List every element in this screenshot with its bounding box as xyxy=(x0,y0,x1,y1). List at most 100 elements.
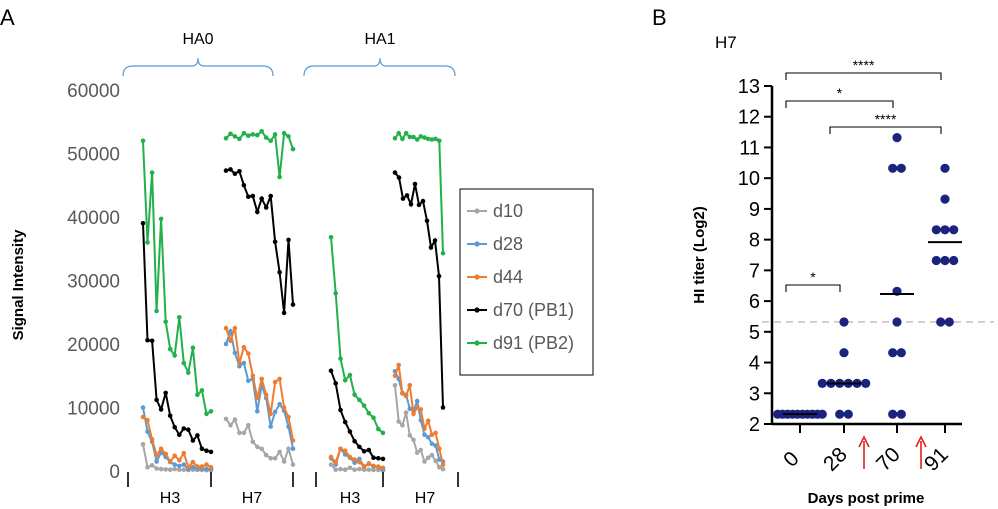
data-point-d70 xyxy=(420,198,426,204)
data-point-d70 xyxy=(186,427,191,433)
bracket-ha0 xyxy=(122,57,274,77)
y-axis-label-b: HI titer (Log2) xyxy=(691,206,708,304)
scatter-point-day-91 xyxy=(931,225,941,235)
data-point-d91 xyxy=(181,360,187,366)
data-point-d44 xyxy=(237,360,242,366)
data-point-d91 xyxy=(241,130,247,136)
bracket-ha1 xyxy=(303,57,456,77)
data-point-d91 xyxy=(268,138,274,144)
data-point-d44 xyxy=(277,376,282,382)
legend-label-d91: d91 (PB2) xyxy=(493,333,574,353)
data-point-d70 xyxy=(366,447,372,453)
data-point-d10 xyxy=(333,467,339,473)
data-point-d10 xyxy=(366,467,372,473)
data-point-d44 xyxy=(333,459,339,465)
data-point-d70 xyxy=(140,221,146,226)
data-point-d91 xyxy=(418,134,424,139)
data-point-d70 xyxy=(290,302,296,307)
legend-marker-d44 xyxy=(474,274,480,280)
data-point-d10 xyxy=(158,466,164,472)
y-tick-label-b: 13 xyxy=(738,76,760,98)
data-point-d10 xyxy=(422,459,427,464)
data-point-d91 xyxy=(195,392,200,398)
data-point-d44 xyxy=(190,459,196,465)
significance-bracket xyxy=(785,284,841,292)
data-point-d70 xyxy=(338,407,343,413)
scatter-points xyxy=(773,133,962,419)
data-point-d10 xyxy=(228,423,233,428)
data-point-d10 xyxy=(342,467,348,473)
scatter-point-day-28 xyxy=(839,317,849,327)
data-point-d44 xyxy=(186,464,191,470)
data-point-d10 xyxy=(232,417,238,422)
data-point-d10 xyxy=(403,410,409,415)
data-point-d44 xyxy=(380,465,386,471)
data-point-d91 xyxy=(154,308,159,314)
data-point-d44 xyxy=(407,383,413,388)
data-point-d70 xyxy=(268,193,274,199)
scatter-point-day-91 xyxy=(949,255,959,266)
series-line-d70 xyxy=(225,168,294,314)
y-tick-label-b: 4 xyxy=(749,353,760,375)
data-point-d91 xyxy=(272,132,278,137)
data-point-d44 xyxy=(181,450,187,456)
significance-label: * xyxy=(810,269,816,285)
data-point-d28 xyxy=(223,341,229,347)
data-point-d28 xyxy=(429,441,435,447)
data-point-d70 xyxy=(333,381,339,386)
significance-label: **** xyxy=(853,57,875,73)
x-tick-label-day-70: 70 xyxy=(872,443,905,476)
data-point-d28 xyxy=(268,424,274,429)
legend: d10 d28 d44 d70 (PB1) d91 (PB2) xyxy=(459,188,594,376)
data-point-d44 xyxy=(366,461,372,466)
data-point-d44 xyxy=(158,446,164,452)
data-point-d91 xyxy=(328,235,334,240)
data-point-d10 xyxy=(172,466,177,472)
data-point-d44 xyxy=(371,463,376,469)
data-point-d70 xyxy=(352,438,357,444)
data-point-d44 xyxy=(145,417,150,423)
scatter-point-day-28 xyxy=(817,378,827,388)
data-point-d91 xyxy=(281,130,287,136)
scatter-point-day-91 xyxy=(949,225,959,235)
scatter-point-day-70 xyxy=(896,409,906,419)
data-point-d44 xyxy=(163,451,168,457)
data-point-d28 xyxy=(204,466,209,472)
data-point-d10 xyxy=(290,462,296,467)
data-point-d70 xyxy=(272,239,278,245)
data-point-d44 xyxy=(272,379,278,385)
data-point-d10 xyxy=(328,462,334,467)
data-point-d91 xyxy=(204,411,209,417)
data-point-d28 xyxy=(246,378,251,384)
data-point-d28 xyxy=(177,463,182,469)
data-point-d91 xyxy=(380,430,386,436)
series-line-d10 xyxy=(225,417,294,465)
data-point-d91 xyxy=(277,174,282,180)
legend-label-d28: d28 xyxy=(493,234,523,254)
data-point-d10 xyxy=(259,446,265,452)
data-point-d70 xyxy=(199,446,205,452)
group-label-h7: H7 xyxy=(415,490,436,507)
scatter-point-day-70 xyxy=(892,133,902,143)
data-point-d28 xyxy=(154,459,159,464)
data-point-d91 xyxy=(342,377,348,383)
y-axis-a: 0 10000 20000 30000 40000 50000 60000 xyxy=(67,81,120,483)
data-point-d44 xyxy=(154,452,159,458)
data-point-d28 xyxy=(190,464,196,470)
x-axis-a: H3 H7 H3 H7 xyxy=(127,472,459,507)
scatter-point-day-70 xyxy=(888,348,898,358)
data-point-d91 xyxy=(407,134,413,140)
significance-label: **** xyxy=(875,111,897,127)
scatter-point-day-70 xyxy=(892,317,902,327)
data-point-d28 xyxy=(254,409,260,414)
data-point-d44 xyxy=(396,362,402,368)
data-point-d28 xyxy=(181,462,187,467)
data-point-d91 xyxy=(357,397,362,403)
data-point-d10 xyxy=(237,430,242,436)
data-point-d28 xyxy=(172,462,177,467)
data-point-d44 xyxy=(347,454,353,460)
data-point-d44 xyxy=(414,405,420,410)
data-point-d28 xyxy=(357,456,362,462)
data-point-d70 xyxy=(223,168,229,173)
data-point-d10 xyxy=(140,442,146,447)
